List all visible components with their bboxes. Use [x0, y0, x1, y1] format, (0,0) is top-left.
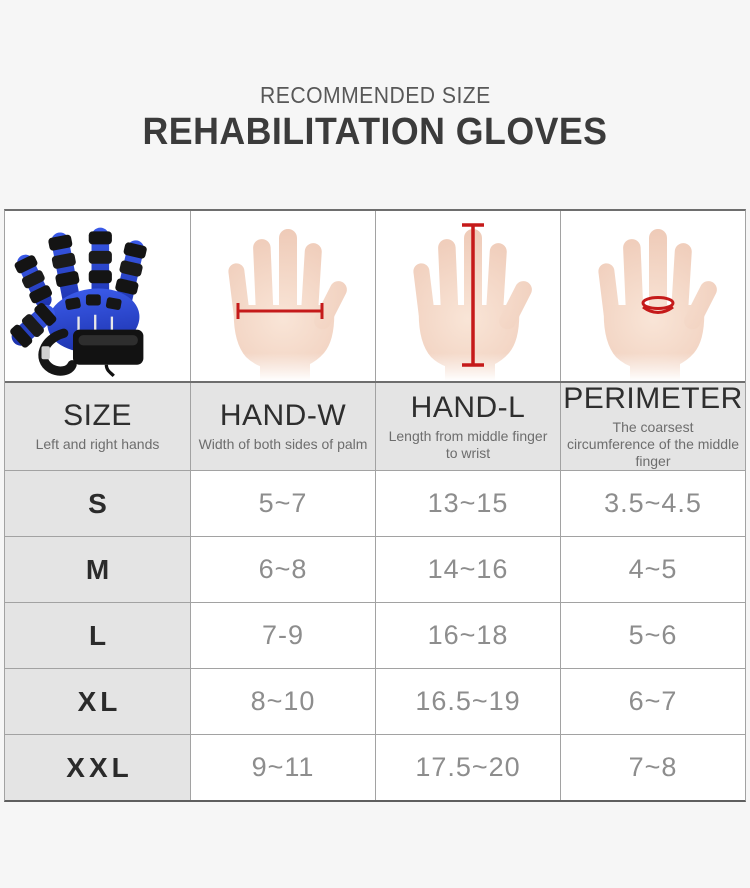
perimeter-cell: 6~7	[560, 669, 745, 734]
rehab-glove-icon	[9, 227, 147, 378]
hand-w-cell: 5~7	[190, 471, 375, 536]
header-hand-w-sub: Width of both sides of palm	[198, 436, 368, 452]
perimeter-value: 7~8	[628, 752, 678, 782]
header-perimeter: PERIMETER The coarsest circumference of …	[560, 383, 745, 470]
hand-l-value: 14~16	[427, 554, 509, 584]
hand-w-cell: 9~11	[190, 735, 375, 800]
size-cell: M	[5, 537, 190, 602]
hand-w-value: 7-9	[261, 620, 305, 650]
hand-l-value: 17.5~20	[415, 752, 521, 782]
size-table: SIZE Left and right hands HAND-W Width o…	[4, 209, 746, 802]
perimeter-cell: 5~6	[560, 603, 745, 668]
hand-l-value: 16.5~19	[415, 686, 521, 716]
hand-w-value: 5~7	[258, 488, 308, 518]
size-cell: XL	[5, 669, 190, 734]
finger-perimeter-image	[560, 211, 745, 381]
size-cell: L	[5, 603, 190, 668]
hand-w-cell: 8~10	[190, 669, 375, 734]
size-value: S	[88, 487, 111, 519]
header-perimeter-sub: The coarsest circumference of the middle…	[567, 419, 739, 469]
header-size-label: SIZE	[63, 399, 132, 432]
illustration-row	[5, 211, 745, 381]
header-hand-w-label: HAND-W	[219, 399, 347, 432]
size-value: XL	[77, 685, 122, 717]
perimeter-value: 5~6	[628, 620, 678, 650]
hand-w-cell: 6~8	[190, 537, 375, 602]
table-header-row: SIZE Left and right hands HAND-W Width o…	[5, 381, 745, 470]
table-row-xl: XL 8~10 16.5~19 6~7	[5, 668, 745, 734]
hand-w-value: 9~11	[251, 752, 315, 782]
size-cell: S	[5, 471, 190, 536]
finger-perimeter-icon	[596, 229, 720, 381]
header-hand-l-label: HAND-L	[410, 390, 526, 424]
size-value: XXL	[66, 751, 133, 783]
glove-product-image	[5, 211, 190, 381]
hand-length-icon	[411, 223, 535, 381]
perimeter-cell: 3.5~4.5	[560, 471, 745, 536]
hand-width-image	[190, 211, 375, 381]
perimeter-cell: 4~5	[560, 537, 745, 602]
hand-l-value: 13~15	[427, 488, 509, 518]
hand-l-value: 16~18	[427, 620, 509, 650]
perimeter-value: 3.5~4.5	[604, 488, 702, 518]
hand-w-value: 8~10	[250, 686, 316, 716]
header-hand-w: HAND-W Width of both sides of palm	[190, 383, 375, 470]
table-row-l: L 7-9 16~18 5~6	[5, 602, 745, 668]
size-value: M	[85, 553, 114, 585]
perimeter-value: 4~5	[628, 554, 678, 584]
header-hand-l: HAND-L Length from middle finger to wris…	[375, 383, 560, 470]
hand-w-cell: 7-9	[190, 603, 375, 668]
size-value: L	[88, 619, 111, 651]
table-row-xxl: XXL 9~11 17.5~20 7~8	[5, 734, 745, 800]
page-title: REHABILITATION GLOVES	[142, 111, 608, 153]
perimeter-cell: 7~8	[560, 735, 745, 800]
size-cell: XXL	[5, 735, 190, 800]
hand-l-cell: 16~18	[375, 603, 560, 668]
heading-eyebrow: RECOMMENDED SIZE	[259, 82, 491, 108]
hand-l-cell: 14~16	[375, 537, 560, 602]
header-size: SIZE Left and right hands	[5, 383, 190, 470]
header-size-sub: Left and right hands	[35, 436, 160, 452]
table-row-m: M 6~8 14~16 4~5	[5, 536, 745, 602]
hand-l-cell: 17.5~20	[375, 735, 560, 800]
hand-l-cell: 16.5~19	[375, 669, 560, 734]
page-heading: RECOMMENDED SIZE REHABILITATION GLOVES	[0, 0, 750, 154]
hand-l-cell: 13~15	[375, 471, 560, 536]
header-hand-l-sub: Length from middle finger to wrist	[388, 427, 548, 461]
hand-length-image	[375, 211, 560, 381]
hand-w-value: 6~8	[258, 554, 308, 584]
hand-width-icon	[226, 229, 350, 381]
table-row-s: S 5~7 13~15 3.5~4.5	[5, 470, 745, 536]
header-perimeter-label: PERIMETER	[563, 382, 743, 415]
perimeter-value: 6~7	[628, 686, 678, 716]
